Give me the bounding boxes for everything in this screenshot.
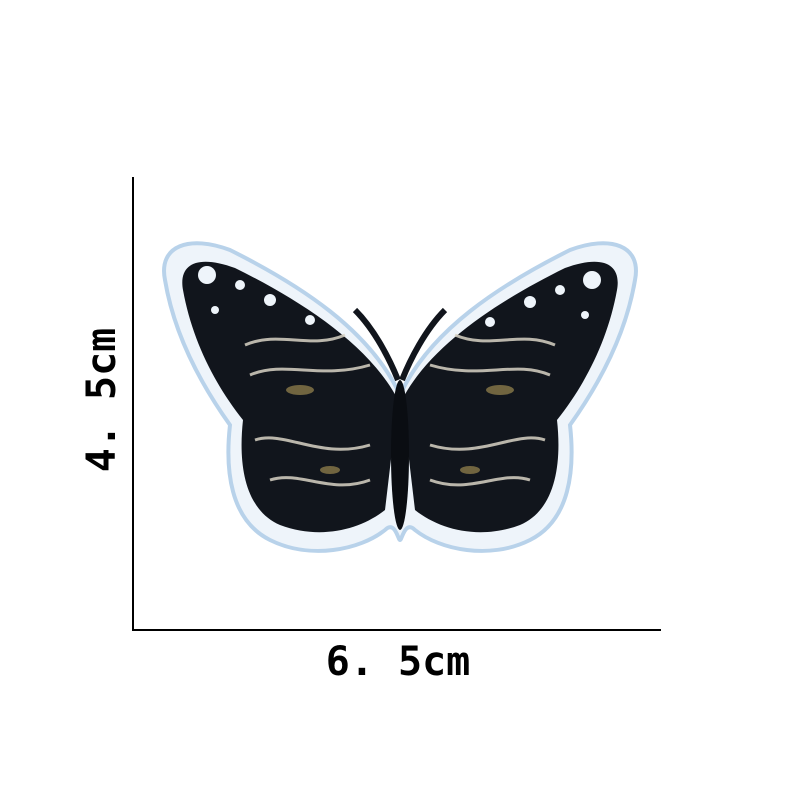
butterfly-patch <box>162 241 638 553</box>
width-label: 6. 5cm <box>326 639 471 685</box>
height-label: 4. 5cm <box>79 328 125 473</box>
